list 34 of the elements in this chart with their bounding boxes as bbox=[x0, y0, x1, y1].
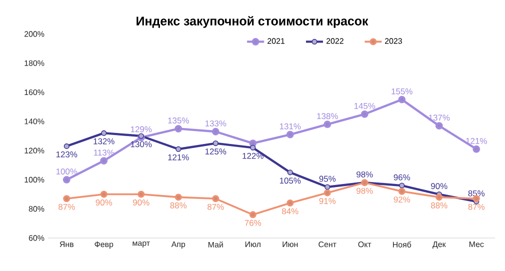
data-label: 91% bbox=[319, 198, 336, 204]
data-label: 131% bbox=[280, 123, 301, 130]
data-label: 98% bbox=[356, 171, 373, 178]
data-label: 122% bbox=[242, 152, 264, 159]
data-label: 92% bbox=[394, 196, 410, 203]
data-label: 95% bbox=[319, 176, 336, 182]
data-label: 90% bbox=[96, 199, 112, 206]
data-label: 105% bbox=[280, 178, 301, 184]
data-label: 129% bbox=[130, 126, 152, 132]
data-label: 87% bbox=[468, 204, 485, 210]
data-label: 76% bbox=[244, 220, 262, 226]
data-label: 133% bbox=[205, 120, 226, 126]
data-label: 113% bbox=[94, 150, 114, 156]
data-label: 85% bbox=[468, 190, 485, 196]
data-label: 135% bbox=[168, 118, 189, 124]
data-label: 130% bbox=[130, 141, 152, 148]
data-label: 155% bbox=[392, 88, 412, 94]
data-label: 96% bbox=[394, 174, 410, 180]
data-label: 145% bbox=[354, 102, 376, 109]
data-label: 87% bbox=[58, 204, 75, 210]
data-label: 84% bbox=[282, 208, 298, 214]
data-label: 88% bbox=[170, 202, 187, 208]
data-label: 125% bbox=[205, 148, 226, 154]
data-label: 90% bbox=[431, 183, 448, 190]
data-label: 100% bbox=[56, 168, 78, 175]
data-label: 98% bbox=[356, 188, 373, 194]
data-label: 90% bbox=[133, 199, 150, 206]
data-label: 138% bbox=[317, 113, 338, 120]
data-label: 132% bbox=[94, 138, 114, 144]
data-label: 123% bbox=[56, 151, 78, 158]
chart-title: Индекс закупочной стоимости красок bbox=[136, 16, 368, 28]
data-label: 87% bbox=[208, 204, 224, 210]
data-label: 88% bbox=[431, 202, 448, 208]
data-label: 121% bbox=[168, 154, 189, 160]
